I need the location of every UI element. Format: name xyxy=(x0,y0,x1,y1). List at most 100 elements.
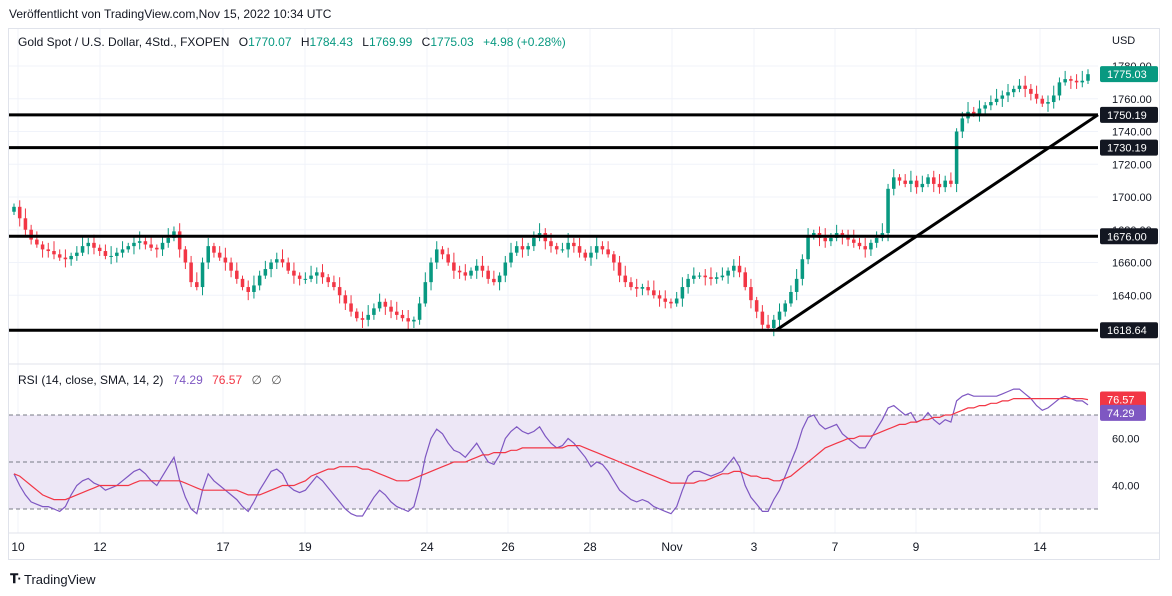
candles xyxy=(12,69,1090,337)
candle-body xyxy=(852,239,856,243)
candle-body xyxy=(474,265,479,271)
candle-body xyxy=(577,246,582,253)
candle-body xyxy=(1017,85,1022,89)
high-label: H xyxy=(300,35,310,49)
candle-body xyxy=(315,272,319,276)
candle-body xyxy=(17,206,22,219)
candle-body xyxy=(394,311,399,315)
candle-body xyxy=(469,270,473,276)
candle-body xyxy=(206,246,211,263)
level-price-tag xyxy=(1100,139,1158,156)
rsi-title[interactable]: RSI (14, close, SMA, 14, 2) xyxy=(18,373,164,387)
symbol-name[interactable]: Gold Spot / U.S. Dollar, 4Std., FXOPEN xyxy=(18,35,230,49)
time-tick-label: 9 xyxy=(913,540,920,554)
candle-body xyxy=(589,252,593,258)
candle-body xyxy=(52,251,56,255)
candle-body xyxy=(69,255,73,260)
candle-body xyxy=(1011,88,1016,93)
tv-logo-icon: 𝐓∙ xyxy=(10,571,21,586)
time-tick-label: 10 xyxy=(11,540,25,554)
time-tick-label: 28 xyxy=(583,540,597,554)
rsi-value: 74.29 xyxy=(172,373,203,387)
candle-body xyxy=(709,277,713,279)
close-label: C xyxy=(421,35,431,49)
candle-body xyxy=(1034,93,1039,99)
rsi-legend: RSI (14, close, SMA, 14, 2) 74.29 76.57 … xyxy=(18,373,282,387)
candle-body xyxy=(97,247,102,252)
candle-body xyxy=(257,275,262,286)
candle-body xyxy=(554,246,559,250)
candle-body xyxy=(869,242,873,250)
last-price-tag xyxy=(1100,66,1158,83)
candle-body xyxy=(686,278,690,288)
change-value: +4.98 (+0.28%) xyxy=(483,35,566,49)
time-tick-label: 19 xyxy=(298,540,312,554)
candle-body xyxy=(914,180,919,188)
candle-body xyxy=(886,188,890,234)
candle-body xyxy=(1046,102,1050,104)
rsi-band xyxy=(9,415,1098,509)
rsi-tick-label: 40.00 xyxy=(1112,481,1140,493)
candle-body xyxy=(1006,92,1010,96)
level-price-label: 1730.19 xyxy=(1107,143,1147,155)
candle-body xyxy=(754,300,759,312)
candle-body xyxy=(452,262,456,271)
candle-body xyxy=(446,254,450,263)
candle-body xyxy=(612,254,616,263)
candle-body xyxy=(406,318,410,322)
candle-body xyxy=(943,180,947,188)
candle-body xyxy=(829,237,833,242)
candle-body xyxy=(223,257,228,263)
candle-body xyxy=(434,249,439,263)
candle-body xyxy=(1057,82,1062,96)
candle-body xyxy=(909,180,913,184)
level-price-label: 1676.00 xyxy=(1107,231,1147,243)
trendline xyxy=(775,113,1099,332)
currency-label: USD xyxy=(1112,35,1136,47)
candle-body xyxy=(960,118,965,132)
candle-body xyxy=(297,275,302,279)
candle-body xyxy=(240,278,245,288)
candle-body xyxy=(1040,98,1045,104)
candle-body xyxy=(663,298,668,302)
candle-body xyxy=(800,259,805,279)
tradingview-logo[interactable]: 𝐓∙ TradingView xyxy=(10,571,96,587)
time-tick-label: 26 xyxy=(501,540,515,554)
candle-body xyxy=(492,278,496,283)
candle-body xyxy=(189,262,193,283)
candle-body xyxy=(600,246,605,250)
candle-body xyxy=(280,259,285,263)
candle-body xyxy=(120,249,125,253)
candle-body xyxy=(486,270,490,279)
candle-body xyxy=(303,278,308,280)
candle-body xyxy=(606,249,610,255)
candle-body xyxy=(366,314,370,320)
rsi-na-2: ∅ xyxy=(271,373,282,387)
candle-body xyxy=(1023,85,1027,89)
low-label: L xyxy=(362,35,369,49)
candle-body xyxy=(989,102,993,106)
candle-body xyxy=(863,246,867,250)
candle-body xyxy=(772,319,776,328)
candle-body xyxy=(372,308,376,315)
candle-body xyxy=(103,251,108,256)
open-value: 1770.07 xyxy=(248,35,292,49)
candle-body xyxy=(903,180,907,184)
price-axis: 1780.001760.001740.001720.001700.001680.… xyxy=(1100,61,1158,339)
candle-body xyxy=(217,252,222,258)
candle-body xyxy=(463,272,468,276)
level-price-label: 1750.19 xyxy=(1107,110,1147,122)
candle-body xyxy=(332,282,336,288)
candle-body xyxy=(86,242,91,247)
rsi-sma-tag xyxy=(1100,391,1146,408)
high-value: 1784.43 xyxy=(309,35,353,49)
candle-body xyxy=(109,255,113,257)
candle-body xyxy=(977,108,982,114)
candle-body xyxy=(949,180,953,184)
candle-body xyxy=(840,233,845,237)
candle-body xyxy=(1086,74,1090,81)
candle-body xyxy=(983,105,987,109)
candle-body xyxy=(646,287,650,291)
price-tick-label: 1700.00 xyxy=(1112,192,1152,204)
